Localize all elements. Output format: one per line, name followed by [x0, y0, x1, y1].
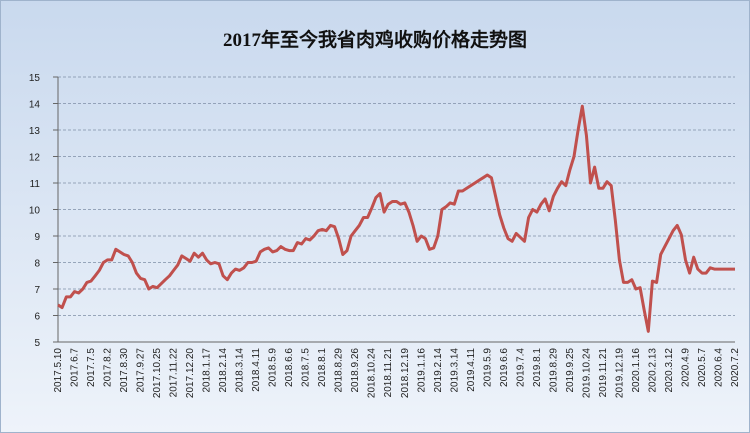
- y-tick-label: 8: [34, 259, 40, 270]
- x-tick-label: 2018.3.14: [235, 348, 246, 393]
- x-tick-label: 2018.10.24: [367, 348, 378, 398]
- x-tick-label: 2019.2.14: [433, 348, 444, 393]
- x-tick-label: 2018.1.17: [202, 348, 213, 393]
- x-tick-label: 2017.6.7: [70, 348, 81, 387]
- x-tick-label: 2017.7.5: [86, 348, 97, 387]
- x-tick-label: 2018.11.21: [383, 348, 394, 398]
- x-tick-label: 2019.4.11: [466, 348, 477, 392]
- x-tick-label: 2017.8.2: [103, 348, 114, 387]
- x-tick-label: 2019.7.4: [515, 348, 526, 387]
- x-tick-label: 2018.6.6: [284, 348, 295, 387]
- x-tick-label: 2017.9.27: [136, 348, 147, 393]
- x-tick-label: 2017.12.20: [185, 348, 196, 398]
- y-tick-label: 13: [29, 126, 41, 137]
- x-tick-label: 2019.8.29: [548, 348, 559, 393]
- x-tick-label: 2020.5.7: [697, 348, 708, 387]
- x-tick-label: 2019.8.1: [532, 348, 543, 387]
- x-tick-label: 2019.5.9: [482, 348, 493, 387]
- x-tick-label: 2019.6.6: [499, 348, 510, 387]
- y-tick-label: 10: [29, 206, 41, 217]
- x-tick-label: 2018.4.11: [251, 348, 262, 392]
- y-tick-label: 14: [29, 100, 41, 111]
- x-tick-label: 2020.1.16: [631, 348, 642, 393]
- y-tick-label: 5: [34, 338, 40, 349]
- x-tick-label: 2019.11.21: [598, 348, 609, 398]
- x-tick-label: 2019.3.14: [449, 348, 460, 393]
- x-tick-label: 2020.7.2: [730, 348, 741, 387]
- y-tick-label: 15: [29, 73, 41, 84]
- y-tick-label: 9: [34, 232, 40, 243]
- x-tick-label: 2019.1.16: [416, 348, 427, 393]
- x-tick-label: 2017.8.30: [119, 348, 130, 393]
- x-tick-label: 2018.5.9: [268, 348, 279, 387]
- x-tick-label: 2020.2.13: [647, 348, 658, 393]
- y-tick-label: 6: [34, 312, 40, 323]
- x-tick-label: 2020.4.9: [680, 348, 691, 387]
- x-tick-label: 2020.3.12: [664, 348, 675, 393]
- y-tick-label: 7: [34, 285, 40, 296]
- x-tick-label: 2017.11.22: [169, 348, 180, 398]
- x-tick-label: 2017.10.25: [152, 348, 163, 398]
- chart-title: 2017年至今我省肉鸡收购价格走势图: [223, 28, 527, 51]
- x-tick-label: 2018.8.29: [334, 348, 345, 393]
- x-tick-label: 2019.12.19: [614, 348, 625, 398]
- y-tick-label: 12: [29, 153, 41, 164]
- x-tick-label: 2018.9.26: [350, 348, 361, 393]
- x-tick-label: 2020.6.4: [713, 348, 724, 387]
- x-tick-label: 2019.10.24: [581, 348, 592, 398]
- y-tick-label: 11: [30, 179, 41, 190]
- x-tick-label: 2017.5.10: [53, 348, 64, 393]
- x-tick-label: 2018.12.19: [400, 348, 411, 398]
- x-tick-label: 2018.8.1: [317, 348, 328, 387]
- price-line: [57, 104, 735, 333]
- x-tick-label: 2018.7.5: [301, 348, 312, 387]
- x-tick-label: 2018.2.14: [218, 348, 229, 393]
- x-tick-label: 2019.9.25: [565, 348, 576, 393]
